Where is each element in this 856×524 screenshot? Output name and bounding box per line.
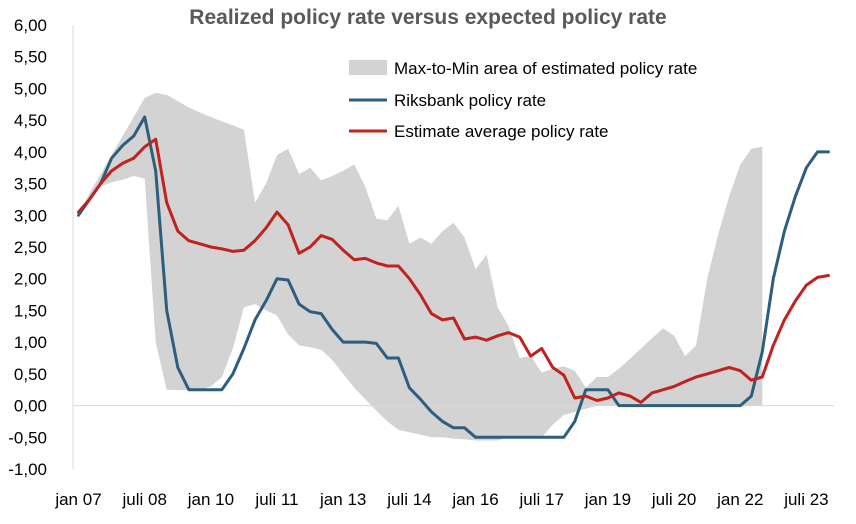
y-tick-label: 3,00 bbox=[14, 206, 47, 225]
x-tick-label: jan 19 bbox=[584, 490, 631, 509]
x-tick-label: juli 23 bbox=[783, 490, 828, 509]
y-tick-label: 1,00 bbox=[14, 333, 47, 352]
x-tick-label: juli 20 bbox=[651, 490, 696, 509]
axis-layer: -1,00 -0,50 0,00 0,50 1,00 1,50 2,00 2,50 3,00 3,… bbox=[8, 16, 834, 509]
max-min-area bbox=[78, 92, 763, 441]
x-tick-label: juli 11 bbox=[254, 490, 298, 509]
x-tick-label: jan 16 bbox=[451, 490, 498, 509]
legend-label: Max-to-Min area of estimated policy rate bbox=[394, 59, 697, 78]
y-tick-label: 4,50 bbox=[14, 111, 47, 130]
y-tick-label: 5,50 bbox=[14, 48, 47, 67]
x-tick-label: juli 08 bbox=[121, 490, 166, 509]
legend-label: Estimate average policy rate bbox=[394, 122, 609, 141]
y-tick-label: 5,00 bbox=[14, 79, 47, 98]
area-layer bbox=[78, 92, 763, 441]
x-tick-label: jan 22 bbox=[716, 490, 763, 509]
y-tick-label: 3,50 bbox=[14, 175, 47, 194]
legend-swatch-area bbox=[349, 60, 387, 75]
x-tick-label: juli 14 bbox=[386, 490, 431, 509]
chart-title: Realized policy rate versus expected pol… bbox=[189, 6, 667, 29]
y-tick-label: -1,00 bbox=[8, 460, 47, 479]
x-tick-label: jan 13 bbox=[319, 490, 366, 509]
y-tick-label: 0,00 bbox=[14, 397, 47, 416]
x-tick-label: jan 10 bbox=[187, 490, 234, 509]
y-tick-label: 2,50 bbox=[14, 238, 47, 257]
riksbank-policy-rate-line bbox=[77, 115, 830, 439]
y-tick-label: 6,00 bbox=[14, 16, 47, 35]
legend-layer: Max-to-Min area of estimated policy rate… bbox=[349, 59, 697, 141]
legend-label: Riksbank policy rate bbox=[394, 91, 546, 110]
y-tick-label: 2,00 bbox=[14, 270, 47, 289]
y-tick-label: 1,50 bbox=[14, 301, 47, 320]
y-tick-label: 0,50 bbox=[14, 365, 47, 384]
y-tick-label: 4,00 bbox=[14, 143, 47, 162]
y-tick-label: -0,50 bbox=[8, 428, 47, 447]
x-tick-label: juli 17 bbox=[518, 490, 563, 509]
line-layer bbox=[77, 115, 830, 439]
estimate-average-policy-rate-line bbox=[77, 137, 830, 404]
x-tick-label: jan 07 bbox=[54, 490, 101, 509]
